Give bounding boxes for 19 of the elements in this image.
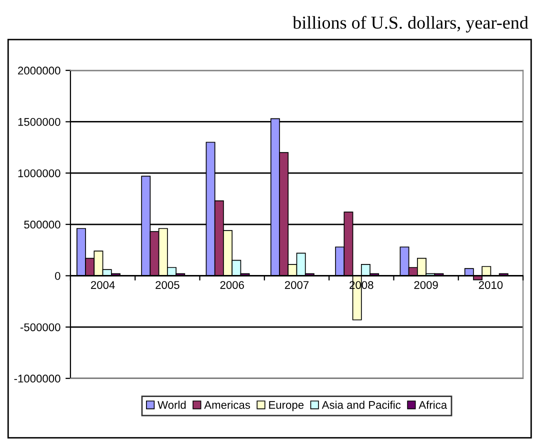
y-tick-label: 0 <box>54 272 60 280</box>
y-tick-label: -500000 <box>20 323 60 332</box>
x-tick-label: 2004 <box>90 281 115 289</box>
legend-label: Asia and Pacific <box>322 400 401 409</box>
y-tick-label: 1000000 <box>18 169 60 178</box>
legend-label: Americas <box>204 400 250 409</box>
x-tick-label: 2005 <box>156 281 180 289</box>
legend-label: World <box>158 400 186 409</box>
legend-label: Africa <box>418 400 448 409</box>
y-tick-label: 2000000 <box>18 66 60 75</box>
x-tick-label: 2009 <box>414 281 438 289</box>
y-tick-label: 500000 <box>24 220 60 229</box>
y-tick-label: 1500000 <box>18 118 60 126</box>
x-tick-label: 2006 <box>220 281 244 289</box>
y-tick-label: -1000000 <box>14 374 60 383</box>
chart-title: billions of U.S. dollars, year-end <box>292 16 528 33</box>
legend-label: Europe <box>269 401 304 412</box>
x-tick-label: 2010 <box>478 281 503 289</box>
x-tick-label: 2007 <box>284 281 309 289</box>
